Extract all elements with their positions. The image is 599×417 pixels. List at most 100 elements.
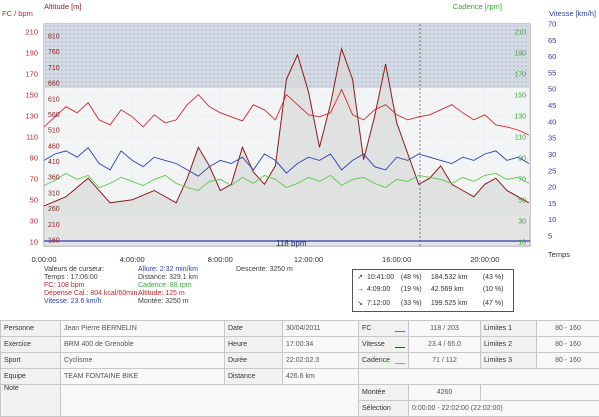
cursor-distance: Distance: 329.1 km [138,274,198,282]
uphill-icon: ↗ [357,273,365,281]
limites1-value: 80 - 160 [537,321,599,337]
note-value[interactable] [61,385,359,417]
sport-value[interactable]: Cyclisme [61,353,225,369]
heure-value: 17:00:34 [283,337,359,353]
montee-label: Montée [359,385,409,401]
date-value: 30/04/2011 [283,321,359,337]
altitude-tick-label: 210 [48,222,60,229]
altitude-tick-label: 760 [48,49,60,56]
empty-cell [359,369,599,385]
personne-value[interactable]: Jean Pierre BERNELIN [61,321,225,337]
cadence-swatch [395,363,405,364]
speed-tick-label: 70 [548,20,556,29]
fc-tick-label: 130 [25,112,38,121]
time-tick-label: 0:00:00 [31,255,56,264]
fc-tick-label: 30 [30,217,38,226]
limites3-label: Limites 3 [481,353,537,369]
limites3-value: 80 - 160 [537,353,599,369]
left-axis-title: FC / bpm [2,9,33,18]
cadence-tick-label: 150 [514,93,526,100]
altitude-tick-label: 410 [48,159,60,166]
cadence-tick-label: 210 [514,30,526,37]
cursor-montee: Montée: 3250 m [138,298,189,306]
note-label: Note [1,385,61,417]
heure-label: Heure [225,337,283,353]
cadence-tick-label: 30 [518,219,526,226]
duree-value: 22:02:02.3 [283,353,359,369]
cursor-fc: FC: 108 bpm [44,282,84,290]
cadence-axis-title: Cadence [rpm] [453,2,502,11]
slope-distribution-box: ↗ 10:41:00 (48 %) 184.532 km (43 %) → 4:… [352,269,514,312]
limites1-label: Limites 1 [481,321,537,337]
fc-tick-label: 10 [30,238,38,247]
cadence-tick-label: 130 [514,114,526,121]
cadence-tick-label: 90 [518,156,526,163]
equipe-label: Equipe [1,369,61,385]
altitude-tick-label: 510 [48,128,60,135]
speed-tick-label: 15 [548,199,556,208]
distribution-row: ↗ 10:41:00 (48 %) 184.532 km (43 %) [357,273,503,281]
cursor-depense: Dépense Cal.: 804 kcal/60min [44,290,137,298]
empty-cell [481,385,599,401]
cursor-vitesse: Vitesse: 23.6 km/h [44,298,101,306]
speed-tick-label: 40 [548,117,556,126]
altitude-tick-label: 560 [48,112,60,119]
speed-tick-label: 35 [548,134,556,143]
exercice-value[interactable]: BRM 400 de Grenoble [61,337,225,353]
vitesse-label: Vitesse [359,337,409,353]
speed-tick-label: 60 [548,52,556,61]
speed-tick-label: 20 [548,183,556,192]
time-tick-label: 12:00:00 [294,255,323,264]
cursor-temps: Temps : 17:06:00 [44,274,98,282]
altitude-tick-label: 160 [48,238,60,245]
limites2-label: Limites 2 [481,337,537,353]
limites2-value: 80 - 160 [537,337,599,353]
altitude-tick-label: 260 [48,206,60,213]
vitesse-swatch [395,347,405,348]
speed-tick-label: 65 [548,36,556,45]
cursor-altitude: Altitude: 125 m [138,290,185,298]
downhill-icon: ↘ [357,299,365,307]
speed-tick-label: 5 [548,232,552,241]
personne-label: Personne [1,321,61,337]
time-axis-title: Temps [548,250,570,259]
cursor-descente: Descente: 3250 m [236,266,293,274]
altitude-tick-label: 660 [48,81,60,88]
date-label: Date [225,321,283,337]
fc-tick-label: 210 [25,28,38,37]
time-tick-label: 20:00:00 [470,255,499,264]
equipe-value[interactable]: TEAM FONTAINE BIKE [61,369,225,385]
speed-tick-label: 50 [548,85,556,94]
altitude-tick-label: 460 [48,143,60,150]
cadence-tick-label: 110 [515,135,526,142]
fc-tick-label: 70 [30,175,38,184]
cadence-tick-label: 70 [518,177,526,184]
cursor-values-panel: Valeurs de curseur: Temps : 17:06:00 FC:… [6,266,346,318]
sport-label: Sport [1,353,61,369]
cadence-value: 71 / 112 [409,353,481,369]
cadence-label: Cadence [359,353,409,369]
fc-tick-label: 170 [25,70,38,79]
fc-tick-label: 50 [30,196,38,205]
cadence-tick-label: 170 [514,72,526,79]
montee-value: 4260 [409,385,481,401]
duree-label: Durée [225,353,283,369]
flat-icon: → [357,286,365,293]
time-tick-label: 16:00:00 [382,255,411,264]
distance-label: Distance [225,369,283,385]
vitesse-value: 23.4 / 65.0 [409,337,481,353]
time-tick-label: 4:00:00 [120,255,145,264]
cadence-tick-label: 10 [518,240,526,247]
cadence-tick-label: 190 [514,51,526,58]
distribution-row: ↘ 7:12:00 (33 %) 199.525 km (47 %) [357,299,503,307]
speed-axis-title: Vitesse [km/h] [549,9,596,18]
altitude-tick-label: 810 [48,34,60,41]
cursor-title: Valeurs de curseur: [44,266,104,274]
speed-tick-label: 10 [548,215,556,224]
altitude-axis-title: Altitude [m] [44,2,82,11]
speed-tick-label: 25 [548,166,556,175]
altitude-tick-label: 610 [48,96,60,103]
